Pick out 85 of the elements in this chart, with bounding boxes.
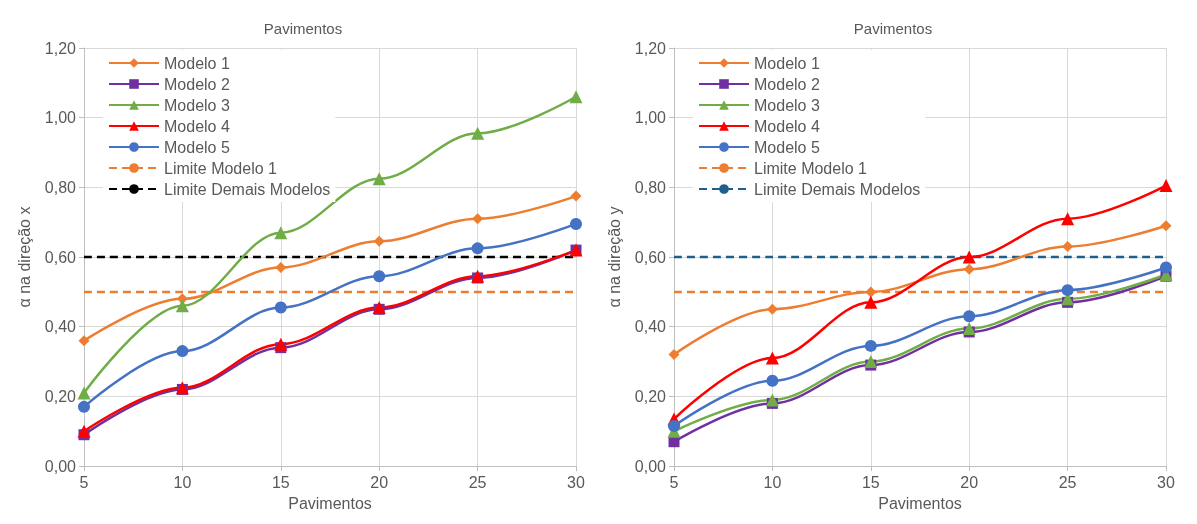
point <box>1062 241 1074 253</box>
legend-label: Limite Modelo 1 <box>754 159 868 177</box>
y-tick-label: 0,60 <box>44 248 77 266</box>
point <box>864 339 877 352</box>
y-tick-label: 0,40 <box>634 318 667 336</box>
legend-label: Limite Modelo 1 <box>164 159 278 177</box>
x-axis-title: Pavimentos <box>878 494 962 512</box>
y-tick-label: 0,80 <box>44 178 77 196</box>
x-tick-label: 20 <box>960 473 979 491</box>
legend-label: Modelo 3 <box>164 96 230 114</box>
point <box>668 420 680 433</box>
point <box>570 217 582 230</box>
x-tick-label: 25 <box>1058 473 1077 491</box>
legend-label: Modelo 1 <box>164 54 230 72</box>
x-tick-label: 10 <box>173 473 192 491</box>
x-tick-label: 25 <box>468 473 487 491</box>
legend-label: Modelo 1 <box>754 54 820 72</box>
point <box>373 235 385 247</box>
legend-label: Limite Demais Modelos <box>754 180 921 198</box>
point <box>765 393 779 407</box>
point <box>176 345 189 358</box>
x-tick-label: 5 <box>79 473 89 491</box>
legend-label: Limite Demais Modelos <box>164 180 331 198</box>
point <box>373 270 386 283</box>
point <box>962 250 976 264</box>
chart-title: Pavimentos <box>853 20 933 37</box>
point <box>372 172 386 186</box>
point <box>77 386 91 400</box>
point <box>569 90 583 104</box>
legend-label: Modelo 4 <box>754 117 820 135</box>
point <box>963 310 976 323</box>
point <box>274 226 288 240</box>
y-tick-label: 1,00 <box>44 109 77 127</box>
point <box>1061 284 1074 297</box>
y-tick-label: 0,00 <box>44 457 77 475</box>
y-axis-title: α na direção y <box>605 206 623 308</box>
point <box>864 355 878 369</box>
point <box>766 303 778 315</box>
point <box>766 374 779 387</box>
legend-label: Modelo 2 <box>164 75 230 93</box>
x-tick-label: 5 <box>669 473 679 491</box>
point <box>1160 261 1172 274</box>
legend-label: Modelo 5 <box>754 138 820 156</box>
point <box>570 190 582 202</box>
chart-title: Pavimentos <box>263 20 343 37</box>
point <box>78 400 90 413</box>
y-tick-label: 0,80 <box>634 178 667 196</box>
point <box>864 295 878 309</box>
point <box>471 126 485 140</box>
y-tick-label: 1,20 <box>44 39 77 57</box>
point <box>963 263 975 275</box>
point <box>1061 212 1075 226</box>
y-tick-label: 0,20 <box>634 387 667 405</box>
x-tick-label: 10 <box>763 473 782 491</box>
x-tick-label: 15 <box>271 473 290 491</box>
legend-label: Modelo 3 <box>754 96 820 114</box>
point <box>865 286 877 298</box>
point <box>175 299 189 313</box>
point <box>1160 220 1172 232</box>
legend-label: Modelo 5 <box>164 138 230 156</box>
y-tick-label: 1,00 <box>634 109 667 127</box>
point <box>472 213 484 225</box>
legend-label: Modelo 2 <box>754 75 820 93</box>
point <box>471 242 484 255</box>
y-tick-label: 0,00 <box>634 457 667 475</box>
x-axis-title: Pavimentos <box>288 494 372 512</box>
x-tick-label: 15 <box>861 473 880 491</box>
y-tick-label: 0,20 <box>44 387 77 405</box>
point <box>668 349 680 361</box>
y-axis-title: α na direção x <box>15 206 33 308</box>
y-tick-label: 1,20 <box>634 39 667 57</box>
x-tick-label: 30 <box>567 473 585 491</box>
x-tick-label: 20 <box>370 473 389 491</box>
legend-label: Modelo 4 <box>164 117 230 135</box>
point <box>274 301 287 314</box>
y-tick-label: 0,60 <box>634 248 667 266</box>
point <box>78 335 90 347</box>
point <box>765 351 779 365</box>
point <box>274 337 288 351</box>
point <box>275 262 287 273</box>
y-tick-label: 0,40 <box>44 318 77 336</box>
point <box>962 321 976 335</box>
point <box>1159 179 1173 193</box>
point <box>77 424 91 438</box>
x-tick-label: 30 <box>1157 473 1175 491</box>
